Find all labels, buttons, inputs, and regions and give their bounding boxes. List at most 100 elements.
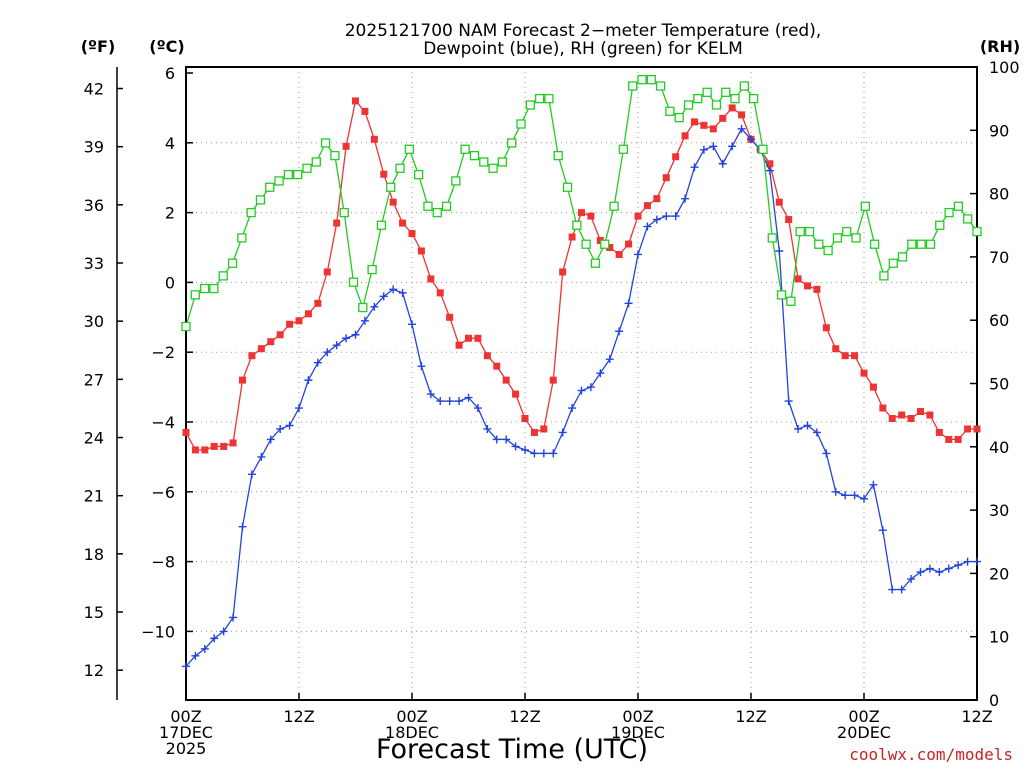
rh-point: [618, 144, 629, 154]
dewpoint-point: [634, 250, 642, 259]
temperature-point: [841, 352, 849, 360]
dewpoint-point: [247, 470, 256, 479]
rh-tick-label: 10: [989, 628, 1009, 647]
dewpoint-point: [812, 428, 821, 437]
dewpoint-point: [775, 246, 784, 255]
rh-unit-label: (RH): [980, 37, 1020, 56]
chart-title-line-2: Dewpoint (blue), RH (green) for KELM: [423, 39, 743, 59]
temperature-point: [681, 132, 689, 140]
dewpoint-point: [182, 662, 190, 671]
temperature-point: [323, 268, 331, 276]
temperature-point: [399, 219, 407, 227]
dewpoint-point: [860, 494, 868, 503]
temperature-point: [465, 334, 472, 342]
dewpoint-point: [351, 330, 360, 339]
dewpoint-point: [699, 145, 708, 154]
rh-point: [600, 239, 610, 249]
x-tick-label: 12Z: [961, 707, 992, 726]
rh-point: [786, 296, 796, 306]
temperature-point: [662, 174, 670, 182]
rh-point: [869, 239, 880, 249]
temperature-point: [417, 247, 425, 255]
rh-point: [832, 233, 843, 243]
dewpoint-point: [370, 302, 379, 311]
rh-point: [516, 119, 526, 129]
rh-point: [916, 239, 926, 249]
temperature-point: [860, 369, 868, 377]
dewpoint-point: [257, 452, 266, 461]
temperature-point: [370, 135, 378, 143]
rh-tick-label: 40: [989, 438, 1009, 457]
celsius-tick-label: −4: [151, 413, 175, 432]
x-tick-label: 00Z: [396, 707, 427, 726]
rh-point: [488, 163, 498, 173]
rh-tick-label: 100: [989, 58, 1020, 77]
dewpoint-point: [878, 526, 887, 535]
temperature-point: [785, 216, 793, 224]
rh-point: [749, 94, 759, 104]
temperature-point: [191, 446, 199, 454]
dewpoint-point: [398, 288, 407, 297]
rh-point: [283, 169, 294, 180]
dewpoint-point: [935, 568, 944, 577]
temperature-point: [606, 244, 614, 251]
fahrenheit-tick-label: 18: [84, 545, 104, 564]
temperature-point: [719, 114, 727, 122]
temperature-point: [709, 125, 717, 133]
rh-point: [814, 239, 824, 249]
temperature-point: [578, 209, 585, 217]
rh-point: [190, 290, 200, 300]
temperature-point: [201, 446, 209, 454]
rh-point: [590, 258, 601, 268]
chart-title-line-1: 2025121700 NAM Forecast 2−meter Temperat…: [345, 21, 822, 41]
rh-point: [683, 100, 694, 110]
x-tick-label: 12Z: [735, 707, 766, 726]
temperature-point: [907, 415, 915, 423]
rh-point: [423, 201, 433, 211]
rh-point: [441, 201, 452, 211]
dewpoint-point: [483, 424, 492, 433]
fahrenheit-tick-label: 15: [84, 603, 104, 622]
temperature-point: [304, 310, 312, 318]
temperature-point: [455, 341, 463, 349]
rh-point: [693, 94, 703, 104]
x-tick-label: 12Z: [283, 707, 314, 726]
rh-point: [655, 81, 666, 91]
dewpoint-point: [426, 390, 435, 399]
rh-point: [367, 264, 377, 275]
temperature-point: [427, 275, 435, 283]
rh-point: [209, 283, 219, 294]
dewpoint-point: [342, 334, 351, 343]
temperature-point: [286, 320, 294, 328]
rh-tick-label: 80: [989, 185, 1009, 204]
dewpoint-point: [304, 376, 313, 385]
dewpoint-point: [473, 404, 482, 413]
fahrenheit-unit-label: (ºF): [81, 37, 116, 56]
temperature-point: [926, 411, 934, 419]
temperature-point: [352, 97, 359, 105]
celsius-tick-label: 6: [165, 64, 175, 83]
temperature-point: [248, 352, 256, 360]
dewpoint-point: [511, 442, 520, 451]
temperature-point: [917, 408, 924, 416]
dewpoint-point: [417, 362, 426, 371]
temperature-point: [333, 219, 341, 227]
dewpoint-point: [765, 166, 774, 175]
rh-point: [218, 271, 228, 281]
rh-point: [553, 150, 563, 161]
dewpoint-point: [737, 124, 746, 133]
dewpoint-point: [502, 435, 511, 444]
temperature-point: [879, 404, 887, 412]
temperature-point: [898, 411, 906, 419]
rh-point: [739, 81, 750, 91]
x-tick-label: 00Z: [622, 707, 653, 726]
rh-point: [358, 302, 368, 313]
dewpoint-point: [671, 212, 680, 221]
dewpoint-point: [907, 575, 916, 584]
temperature-point: [361, 107, 369, 115]
temperature-point: [634, 212, 642, 220]
dewpoint-point: [643, 222, 652, 231]
dewpoint-point: [822, 449, 831, 458]
dewpoint-point: [191, 651, 200, 660]
temperature-point: [474, 334, 482, 342]
